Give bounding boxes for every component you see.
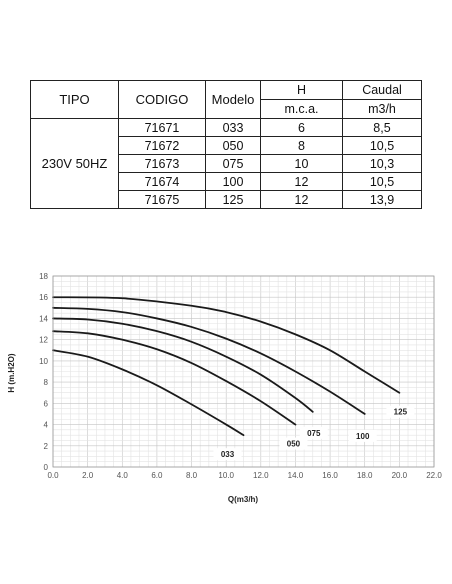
y-axis-label: H (m.H2O) (7, 353, 16, 392)
modelo-cell: 033 (205, 118, 261, 137)
curve-075 (52, 317, 314, 413)
y-tick-label: 2 (44, 442, 49, 451)
curve-125 (52, 296, 401, 394)
header-h-unit: m.c.a. (260, 99, 343, 119)
curve-label-bg (348, 429, 377, 442)
x-axis-label: Q(m3/h) (228, 495, 259, 504)
table-header-row: TIPO CODIGO Modelo H Caudal (30, 80, 422, 119)
y-tick-label: 6 (44, 399, 49, 408)
codigo-cell: 71675 (118, 190, 206, 209)
table-row: 71675 125 12 13,9 (31, 190, 422, 209)
y-tick-label: 18 (39, 272, 48, 281)
curve-label-075: 075 (307, 429, 321, 438)
y-tick-label: 16 (39, 293, 48, 302)
y-tick-label: 14 (39, 314, 48, 323)
x-tick-label: 0.0 (47, 471, 59, 480)
table-row: 230V 50HZ 71671 033 6 8,5 (30, 118, 422, 209)
x-tick-label: 12.0 (253, 471, 269, 480)
header-caudal-unit: m3/h (342, 99, 422, 119)
header-h: H (260, 80, 343, 100)
caudal-cell: 8,5 (342, 118, 422, 137)
table-row: 71673 075 10 10,3 (31, 154, 422, 173)
caudal-cell: 13,9 (342, 190, 422, 209)
curve-label-bg (386, 405, 415, 418)
codigo-cell: 71671 (118, 118, 206, 137)
modelo-cell: 075 (205, 154, 261, 173)
x-tick-label: 6.0 (151, 471, 163, 480)
codigo-cell: 71672 (118, 136, 206, 155)
curve-label-050: 050 (287, 440, 301, 449)
codigo-cell: 71673 (118, 154, 206, 173)
x-tick-label: 16.0 (322, 471, 338, 480)
pump-curve-chart: 033 050 075 100 125 0.0 2.0 4.0 6.0 8.0 10.0 12.0 1… (0, 262, 452, 512)
modelo-cell: 125 (205, 190, 261, 209)
h-cell: 12 (260, 172, 343, 191)
modelo-cell: 050 (205, 136, 261, 155)
h-cell: 12 (260, 190, 343, 209)
caudal-cell: 10,3 (342, 154, 422, 173)
curve-label-bg (279, 437, 308, 450)
curve-label-bg (213, 448, 242, 461)
y-tick-label: 0 (44, 463, 49, 472)
x-tick-label: 22.0 (426, 471, 442, 480)
x-tick-label: 2.0 (82, 471, 94, 480)
curve-label-bg (299, 426, 328, 439)
x-tick-label: 18.0 (357, 471, 373, 480)
y-tick-label: 12 (39, 336, 48, 345)
header-tipo: TIPO (30, 80, 119, 119)
y-tick-label: 8 (44, 378, 49, 387)
x-tick-label: 20.0 (392, 471, 408, 480)
curve-label-125: 125 (394, 408, 408, 417)
h-cell: 6 (260, 118, 343, 137)
modelo-cell: 100 (205, 172, 261, 191)
x-tick-label: 14.0 (288, 471, 304, 480)
h-cell: 10 (260, 154, 343, 173)
curve-100 (52, 306, 366, 415)
header-codigo: CODIGO (118, 80, 206, 119)
curve-label-033: 033 (221, 450, 235, 459)
caudal-cell: 10,5 (342, 172, 422, 191)
x-tick-label: 8.0 (186, 471, 198, 480)
plot-frame (52, 275, 435, 468)
spec-table: TIPO CODIGO Modelo H Caudal m.c.a. m3/h … (30, 80, 422, 209)
caudal-cell: 10,5 (342, 136, 422, 155)
header-caudal: Caudal (342, 80, 422, 100)
codigo-cell: 71674 (118, 172, 206, 191)
y-tick-label: 10 (39, 357, 48, 366)
y-tick-label: 4 (44, 421, 49, 430)
x-tick-label: 4.0 (117, 471, 129, 480)
curve-label-100: 100 (356, 432, 370, 441)
curve-050 (52, 330, 297, 426)
tipo-value: 230V 50HZ (30, 118, 119, 209)
x-tick-label: 10.0 (218, 471, 234, 480)
h-cell: 8 (260, 136, 343, 155)
header-modelo: Modelo (205, 80, 261, 119)
curve-033 (52, 349, 245, 437)
